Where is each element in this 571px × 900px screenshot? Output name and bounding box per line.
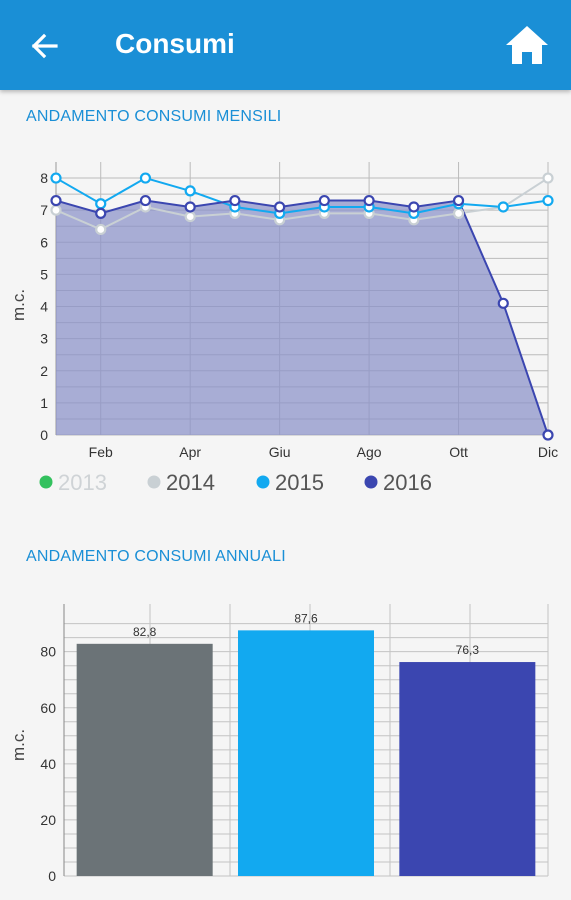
legend-marker [39,475,53,489]
home-icon [506,26,548,64]
y-tick-label: 7 [40,202,48,218]
y-tick-label: 40 [40,756,56,772]
x-tick-label: Dic [538,444,558,460]
data-point-2014 [95,223,107,236]
page-title: Consumi [115,28,235,59]
data-point-2015 [139,172,152,184]
data-point-2016 [229,194,241,207]
legend-label: 2014 [166,470,215,495]
x-tick-label: Ott [449,444,468,460]
series-line-2016 [55,199,549,436]
monthly-series-lines [55,176,549,436]
legend-label: 2016 [383,470,432,495]
data-point-2016 [497,297,509,309]
data-point-2016 [274,201,286,213]
data-point-2014 [452,207,465,219]
legend-marker [364,475,378,489]
bar-value-label: 82,8 [133,625,157,639]
y-tick-label: 3 [40,331,48,347]
y-tick-label: 0 [40,427,48,443]
y-tick-label: 0 [48,868,56,884]
legend-marker [147,475,161,489]
arrow-back-icon [31,33,58,59]
legend-label: 2015 [275,470,324,495]
data-point-2016 [408,201,420,213]
monthly-series-points [50,172,554,441]
data-point-2015 [542,194,554,207]
annual-section-title: ANDAMENTO CONSUMI ANNUALI [26,548,286,565]
annual-y-axis-label: m.c. [9,729,28,761]
monthly-y-axis-label: m.c. [9,289,28,321]
y-tick-label: 8 [40,170,48,186]
data-point-2016 [452,194,465,207]
y-tick-label: 60 [40,700,56,716]
series-line-2014 [55,177,549,231]
data-point-2015 [95,198,107,210]
data-point-2016 [184,201,196,213]
legend-item-2014[interactable]: 2014 [147,470,215,495]
legend-item-2013[interactable]: 2013 [39,470,107,495]
x-tick-label: Feb [89,444,113,460]
bar-2015 [238,630,374,876]
y-tick-label: 4 [40,299,48,315]
data-point-2014 [542,172,554,184]
legend-item-2016[interactable]: 2016 [364,470,432,495]
y-tick-label: 6 [40,234,48,250]
data-point-2014 [184,210,196,223]
annual-consumption-chart: 82,8 87,6 76,3 0 20 40 60 80 m.c. [9,604,549,884]
data-point-2016 [542,429,554,441]
data-point-2015 [497,201,509,213]
data-point-2016 [139,194,152,207]
y-tick-label: 20 [40,812,56,828]
legend-marker [256,475,270,489]
monthly-section-title: ANDAMENTO CONSUMI MENSILI [26,108,282,125]
data-point-2015 [184,185,196,197]
bar-2016 [399,662,536,876]
bar-value-label: 87,6 [294,611,318,625]
y-tick-label: 2 [40,363,48,379]
data-point-2016 [363,194,375,207]
data-point-2014 [50,204,62,216]
x-tick-label: Apr [179,444,201,460]
data-point-2016 [318,194,330,207]
legend-label: 2013 [58,470,107,495]
legend-item-2015[interactable]: 2015 [256,470,324,495]
data-point-2015 [50,172,62,184]
x-tick-label: Giu [269,444,291,460]
x-tick-label: Ago [357,444,382,460]
back-button[interactable] [22,24,68,68]
annual-axis-labels: 0 20 40 60 80 [40,644,56,884]
data-point-2016 [95,207,107,219]
bar-2014 [76,643,213,876]
y-tick-label: 5 [40,266,48,282]
monthly-legend: 2013 2014 2015 2016 [39,470,432,495]
monthly-axis-labels: 0 1 2 3 4 5 6 7 8 Feb Apr Giu Ago Ott Dic [40,170,558,460]
home-button[interactable] [500,20,554,70]
data-point-2016 [50,194,62,207]
y-tick-label: 1 [40,395,48,411]
series-line-2015 [55,176,549,215]
area-2016 [56,200,548,435]
app-bar: Consumi [0,0,571,90]
y-tick-label: 80 [40,644,56,660]
monthly-area [56,200,548,435]
annual-bars: 82,8 87,6 76,3 [76,611,536,876]
bar-value-label: 76,3 [456,643,480,657]
